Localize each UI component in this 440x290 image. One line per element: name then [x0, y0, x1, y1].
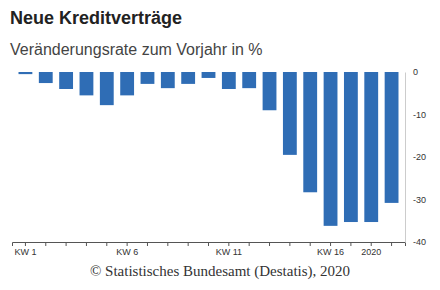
bar — [39, 72, 53, 83]
x-tick-mark — [249, 242, 250, 246]
x-tick — [289, 242, 290, 246]
title: Neue Kreditverträge — [10, 8, 182, 28]
bar — [80, 72, 94, 95]
x-tick — [45, 242, 46, 246]
x-tick — [350, 242, 351, 246]
x-tick-mark — [289, 242, 290, 246]
bar — [344, 72, 358, 222]
y-tick-label: -20 — [413, 152, 426, 162]
x-tick-label: 2020 — [361, 247, 381, 257]
y-tick: -30 — [405, 195, 426, 205]
x-tick — [106, 242, 107, 246]
bar — [19, 72, 33, 74]
bar — [141, 72, 155, 84]
x-tick — [66, 242, 67, 246]
y-tick: -20 — [405, 152, 426, 162]
x-tick: 2020 — [361, 242, 381, 257]
x-tick-label: KW 1 — [14, 247, 36, 257]
x-tick-mark — [371, 242, 372, 246]
x-tick-label: KW 16 — [317, 247, 344, 257]
x-tick — [167, 242, 168, 246]
bar — [100, 72, 114, 105]
x-tick-mark — [147, 242, 148, 246]
x-axis: KW 1 KW 6 KW 11 KW 16 2020 — [13, 242, 406, 257]
y-axis-line — [405, 73, 406, 243]
x-tick-mark — [25, 242, 26, 246]
y-tick-label: -30 — [413, 195, 426, 205]
y-axis: 0 -10 -20 -30 -40 — [405, 67, 426, 247]
x-tick-mark — [86, 242, 87, 246]
bar — [263, 72, 277, 110]
subtitle: Veränderungsrate zum Vorjahr in % — [10, 41, 263, 58]
x-tick-mark — [350, 242, 351, 246]
x-tick — [269, 242, 270, 246]
bar — [202, 72, 216, 78]
x-tick-mark — [391, 242, 392, 246]
y-tick: -40 — [405, 237, 426, 247]
x-tick-mark — [208, 242, 209, 246]
y-tick-label: 0 — [413, 67, 418, 77]
x-tick — [391, 242, 392, 246]
x-tick — [188, 242, 189, 246]
x-tick-mark — [106, 242, 107, 246]
y-tick-label: -40 — [413, 237, 426, 247]
x-tick: KW 11 — [216, 242, 242, 257]
x-tick — [86, 242, 87, 246]
bar — [161, 72, 175, 88]
bars — [19, 72, 399, 226]
x-tick-mark — [66, 242, 67, 246]
bar — [242, 72, 256, 88]
bar — [181, 72, 195, 84]
chart: Neue Kreditverträge Veränderungsrate zum … — [0, 0, 440, 290]
bar — [303, 72, 317, 192]
x-tick-mark — [45, 242, 46, 246]
x-tick-mark — [127, 242, 128, 246]
y-tick: -10 — [405, 110, 426, 120]
source: © Statistisches Bundesamt (Destatis), 20… — [90, 263, 350, 280]
x-axis-line — [13, 243, 406, 247]
x-tick-mark — [188, 242, 189, 246]
x-tick — [310, 242, 311, 246]
x-tick — [208, 242, 209, 246]
x-tick-mark — [269, 242, 270, 246]
y-tick: 0 — [405, 67, 418, 77]
y-tick-label: -10 — [413, 110, 426, 120]
bar — [364, 72, 378, 222]
x-tick — [249, 242, 250, 246]
x-tick-mark — [228, 242, 229, 246]
x-tick-mark — [330, 242, 331, 246]
x-tick-mark — [167, 242, 168, 246]
bar — [324, 72, 338, 226]
x-tick: KW 6 — [116, 242, 138, 257]
x-tick-mark — [310, 242, 311, 246]
x-tick — [147, 242, 148, 246]
x-tick: KW 1 — [14, 242, 36, 257]
bar — [59, 72, 73, 89]
x-tick: KW 16 — [317, 242, 344, 257]
bar — [222, 72, 236, 89]
x-tick-label: KW 6 — [116, 247, 138, 257]
x-tick-label: KW 11 — [216, 247, 242, 257]
bar — [120, 72, 134, 95]
bar — [385, 72, 399, 203]
bar — [283, 72, 297, 155]
